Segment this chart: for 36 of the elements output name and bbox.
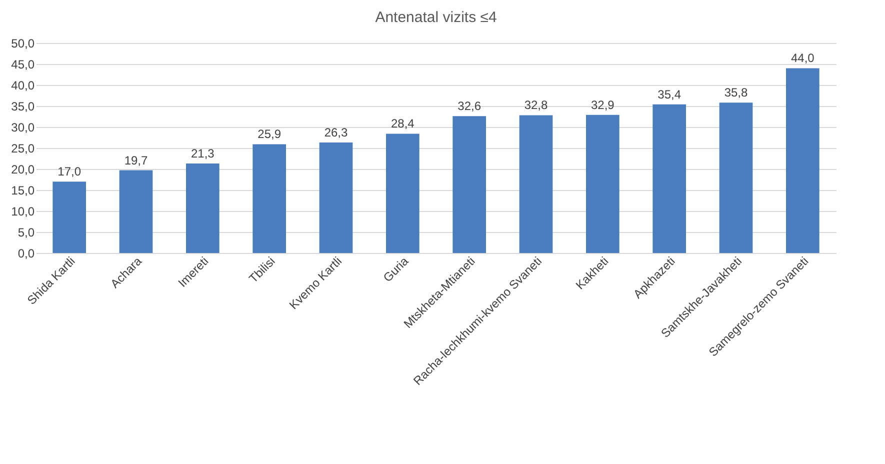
y-tick-label: 45,0 [11, 58, 35, 72]
chart-title: Antenatal vizits ≤4 [375, 9, 497, 26]
bar [252, 144, 286, 253]
bar [519, 115, 553, 253]
data-label: 25,9 [258, 127, 282, 142]
data-label: 35,8 [724, 86, 748, 100]
y-tick-label: 30,0 [11, 120, 35, 134]
data-label: 17,0 [58, 164, 82, 179]
y-tick-label: 50,0 [11, 36, 35, 50]
data-label: 21,3 [190, 146, 215, 161]
bar [319, 142, 353, 253]
y-tick-label: 0,0 [18, 246, 35, 260]
y-tick-label: 25,0 [11, 142, 35, 156]
data-label: 32,9 [590, 98, 615, 112]
bar [119, 170, 153, 253]
y-tick-label: 20,0 [11, 162, 35, 176]
data-label: 32,6 [458, 99, 482, 114]
bar [186, 164, 220, 253]
bar [452, 116, 486, 253]
bar [386, 134, 420, 253]
bar [52, 182, 86, 253]
data-label: 32,8 [524, 98, 548, 112]
y-tick-label: 35,0 [11, 100, 35, 114]
data-label: 28,4 [390, 116, 415, 131]
bar [652, 104, 686, 253]
y-tick-label: 5,0 [18, 226, 35, 240]
y-tick-label: 40,0 [11, 78, 35, 92]
bar [719, 102, 753, 253]
bar [586, 114, 620, 253]
data-label: 26,3 [324, 126, 348, 140]
data-label: 19,7 [124, 153, 148, 168]
y-tick-label: 15,0 [11, 184, 35, 198]
data-label: 44,0 [790, 51, 815, 66]
y-tick-label: 10,0 [11, 204, 35, 218]
data-label: 35,4 [658, 87, 682, 102]
bar [786, 68, 820, 253]
